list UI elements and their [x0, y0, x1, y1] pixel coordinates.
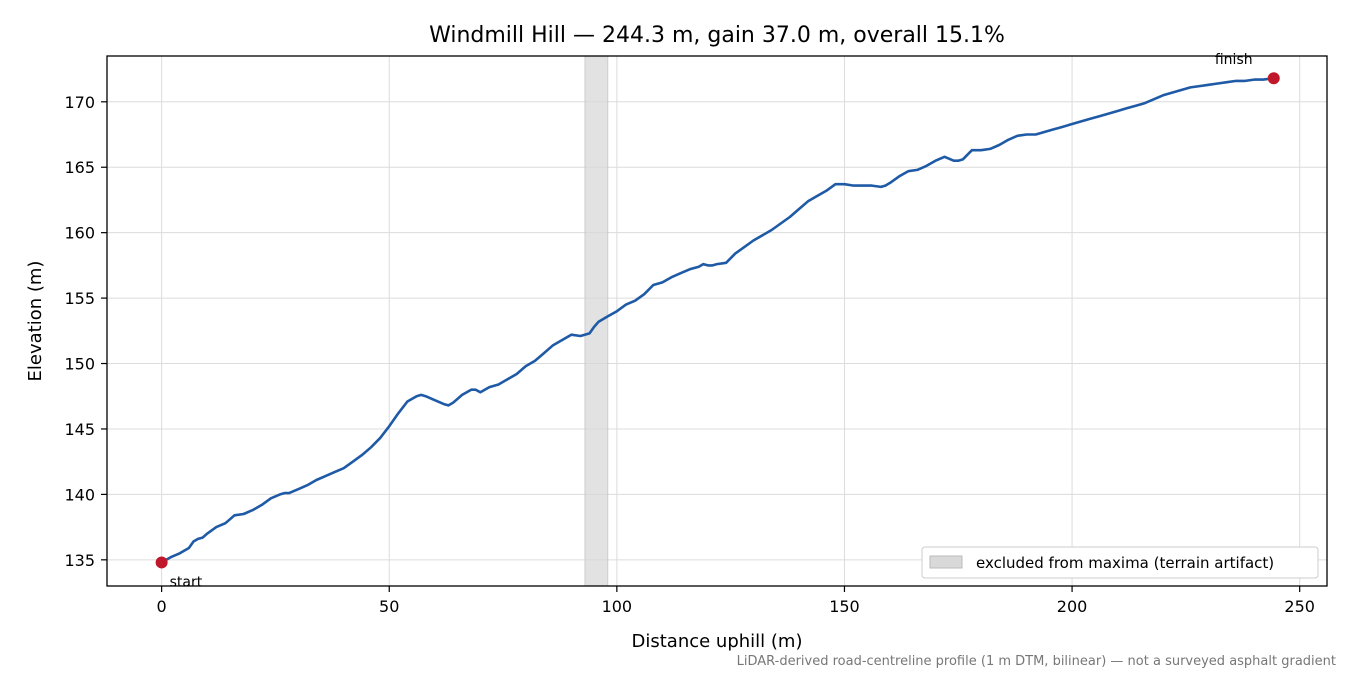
start-marker: [155, 556, 168, 569]
start-label: start: [170, 574, 203, 590]
y-axis-ticks: 135 140 145 150 155 160 165 170: [64, 93, 107, 570]
y-tick-label: 145: [64, 420, 95, 439]
x-tick-label: 0: [157, 597, 167, 616]
y-tick-label: 135: [64, 551, 95, 570]
plot-frame: [106, 55, 1328, 587]
elevation-line: [160, 76, 1274, 564]
y-tick-label: 140: [64, 485, 95, 504]
legend-label: excluded from maxima (terrain artifact): [976, 554, 1274, 572]
legend: excluded from maxima (terrain artifact): [921, 546, 1319, 579]
y-tick-label: 150: [64, 355, 95, 374]
y-axis-label: Elevation (m): [25, 261, 46, 382]
finish-label: finish: [1215, 52, 1253, 68]
chart-title: Windmill Hill — 244.3 m, gain 37.0 m, ov…: [429, 23, 1005, 48]
y-tick-label: 165: [64, 158, 95, 177]
legend-box: [921, 546, 1319, 579]
legend-swatch: [929, 555, 963, 569]
x-axis-label: Distance uphill (m): [632, 631, 803, 652]
y-tick-label: 170: [64, 93, 95, 112]
x-axis-ticks: 0 50 100 150 200 250: [157, 586, 1315, 616]
footnote: LiDAR-derived road-centreline profile (1…: [737, 654, 1336, 669]
x-tick-label: 150: [829, 597, 860, 616]
x-tick-label: 100: [602, 597, 633, 616]
finish-marker: [1267, 72, 1280, 85]
x-tick-label: 50: [379, 597, 399, 616]
y-tick-label: 155: [64, 289, 95, 308]
x-tick-label: 250: [1284, 597, 1315, 616]
excluded-band: [584, 55, 609, 587]
y-tick-label: 160: [64, 224, 95, 243]
x-tick-label: 200: [1057, 597, 1088, 616]
grid-lines: [107, 56, 1327, 586]
